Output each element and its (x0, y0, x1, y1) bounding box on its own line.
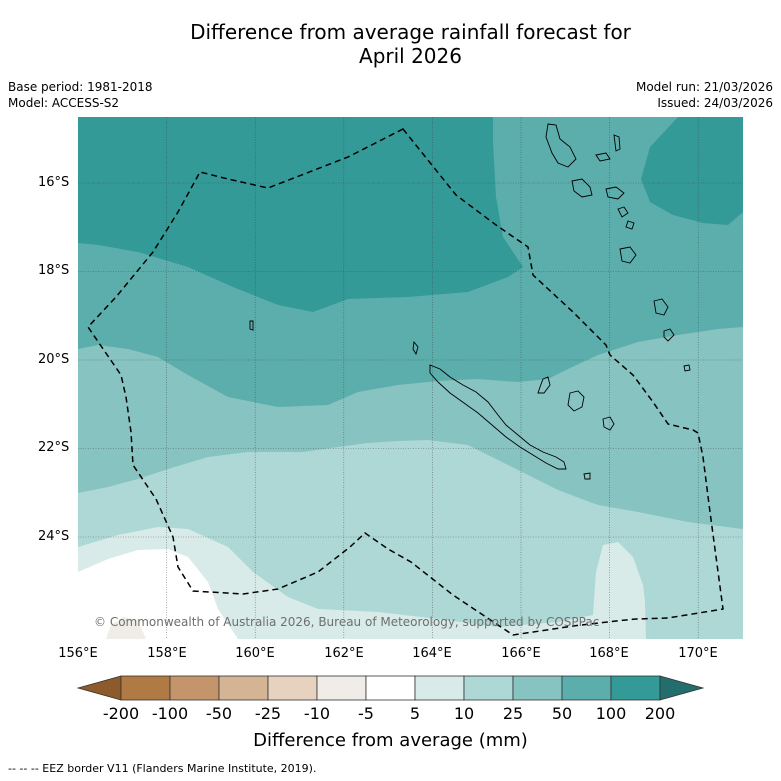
cb-tick-label: -25 (254, 704, 282, 723)
shepherd-islets (625, 220, 635, 230)
meta-right: Model run: 21/03/2026 Issued: 24/03/2026 (636, 79, 773, 111)
new-caledonia-island (429, 364, 567, 470)
lat-label: 22°S (38, 440, 70, 455)
cb-band (267, 675, 318, 701)
band-5-10 (78, 527, 646, 639)
lat-label: 18°S (38, 263, 70, 278)
map-title: Difference from average rainfall forecas… (0, 20, 781, 68)
cb-tick-label: 10 (453, 704, 475, 723)
lon-label: 160°E (235, 646, 275, 661)
cb-band (120, 675, 171, 701)
model-run: Model run: 21/03/2026 (635, 80, 773, 94)
rainfall-map: © Commonwealth of Australia 2026, Bureau… (78, 117, 743, 639)
band-dry-patch (106, 617, 146, 639)
cb-tick-label: -50 (205, 704, 233, 723)
lon-label: 170°E (678, 646, 718, 661)
colorbar (76, 675, 705, 701)
cb-band (463, 675, 514, 701)
coral-sea-islet (249, 320, 254, 331)
colorbar-title: Difference from average (mm) (253, 730, 528, 751)
tanna (663, 328, 675, 342)
lon-label: 162°E (324, 646, 364, 661)
eez-legend-note: -- -- -- EEZ border V11 (Flanders Marine… (8, 762, 317, 775)
title-line-1: Difference from average rainfall forecas… (190, 20, 631, 44)
epi-island (617, 206, 629, 218)
cb-tick-label: 50 (551, 704, 573, 723)
cb-tick-label: 100 (595, 704, 627, 723)
mare-island (602, 416, 615, 431)
lon-label: 164°E (412, 646, 452, 661)
cb-band (316, 675, 367, 701)
lat-label: 24°S (38, 529, 70, 544)
cb-extend-above (659, 675, 705, 701)
band-100-200-east (641, 117, 743, 225)
cb-band (169, 675, 220, 701)
band-neutral (78, 549, 238, 639)
lifou-island (567, 390, 585, 412)
cb-tick-label: 5 (409, 704, 421, 723)
lon-label: 166°E (501, 646, 541, 661)
model-name: Model: ACCESS-S2 (8, 96, 120, 110)
cb-band (218, 675, 269, 701)
pentecost (605, 186, 625, 200)
cb-tick-label: 25 (502, 704, 524, 723)
lon-label: 168°E (589, 646, 629, 661)
band-100-200-west (78, 117, 523, 312)
title-line-2: April 2026 (359, 44, 462, 68)
erromango (653, 298, 669, 316)
ouvea-island (537, 376, 551, 394)
graticule (78, 117, 743, 639)
malo-island (595, 152, 611, 162)
lat-label: 20°S (38, 352, 70, 367)
cb-tick-label: 200 (644, 704, 676, 723)
cb-tick-label: -100 (151, 704, 189, 723)
eez-border (87, 128, 724, 636)
ambae (613, 134, 621, 152)
cb-band (610, 675, 661, 701)
aneityum (683, 364, 691, 372)
cb-tick-label: -5 (358, 704, 374, 723)
cb-band (414, 675, 465, 701)
belep-islet (412, 340, 419, 356)
isle-of-pines (583, 472, 591, 480)
cb-tick-label: -10 (303, 704, 331, 723)
base-period: Base period: 1981-2018 (8, 80, 153, 94)
meta-left: Base period: 1981-2018 Model: ACCESS-S2 (8, 79, 153, 111)
malekula (571, 178, 593, 198)
espiritu-santo (545, 123, 577, 168)
cb-extend-below (76, 675, 122, 701)
issued-date: Issued: 24/03/2026 (657, 96, 773, 110)
cb-band (561, 675, 612, 701)
cb-band (512, 675, 563, 701)
copyright-notice: © Commonwealth of Australia 2026, Bureau… (94, 615, 599, 629)
lon-label: 158°E (147, 646, 187, 661)
lat-label: 16°S (38, 175, 70, 190)
efate (619, 246, 637, 264)
lon-label: 156°E (58, 646, 98, 661)
cb-tick-label: -200 (102, 704, 140, 723)
cb-band (365, 675, 416, 701)
